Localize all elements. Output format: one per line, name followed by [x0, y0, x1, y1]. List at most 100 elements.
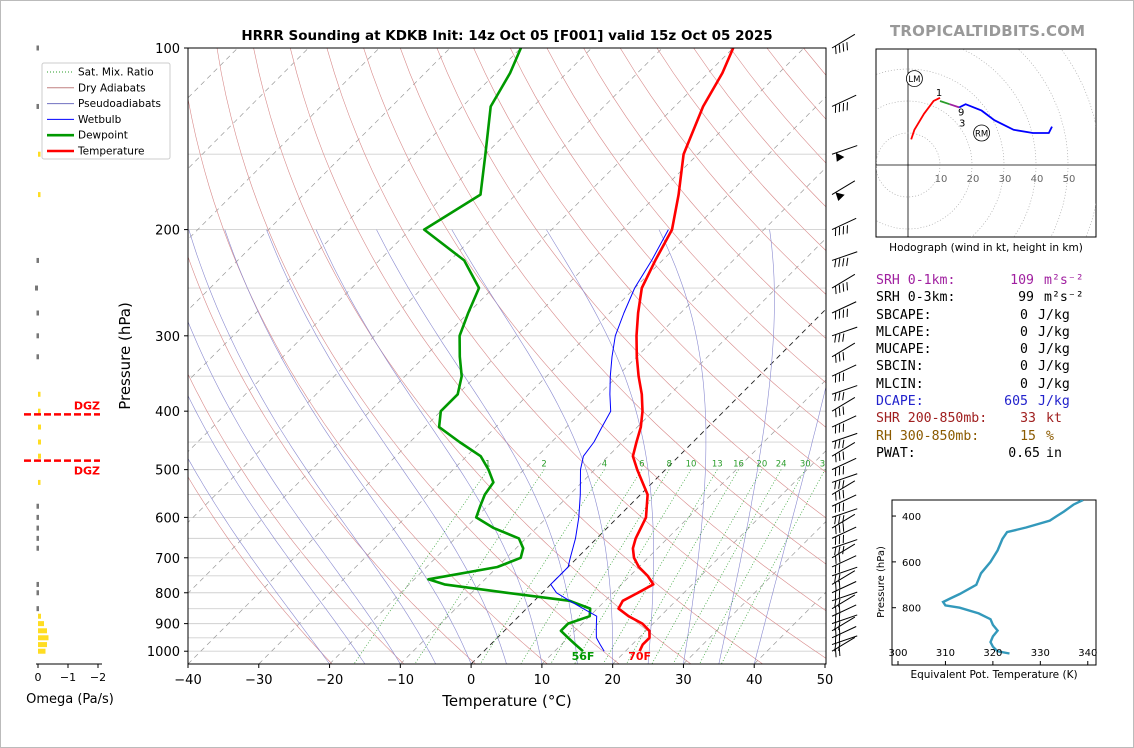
pressure-tick-label: 200 [155, 224, 180, 239]
pressure-tick-label: 400 [155, 405, 180, 420]
omega-bar [38, 439, 41, 445]
parameter-number: 0 [1020, 324, 1028, 340]
parameter-unit: J/kg [1038, 376, 1070, 392]
temp-tick-label: −10 [387, 673, 414, 688]
wind-barb [831, 326, 858, 343]
parameter-label: SBCAPE: [876, 307, 932, 323]
pseudoadiabat [546, 229, 654, 664]
mixing-ratio-line [550, 469, 670, 664]
omega-bar [38, 642, 47, 648]
surface-temp-label: 70F [628, 650, 651, 663]
parameter-value: 0 [1020, 376, 1028, 393]
hodo-height-label: 3 [959, 118, 965, 129]
omega-tick-label: −2 [90, 671, 106, 684]
pseudoadiabat [188, 394, 366, 664]
wind-barb [831, 480, 856, 501]
dgz-label: DGZ [74, 399, 100, 412]
hodo-ring-label: 20 [967, 174, 980, 185]
omega-bar [36, 503, 39, 509]
skewt-x-label: Temperature (°C) [441, 692, 571, 710]
mixing-ratio-label: 4 [602, 460, 607, 470]
legend-entry-label: Pseudoadiabats [78, 98, 161, 110]
pseudoadiabat [718, 229, 775, 664]
dry-adiabat [188, 255, 476, 664]
omega-bar [38, 479, 41, 485]
isotherm-line [541, 379, 826, 664]
parameter-value: 0 [1020, 324, 1028, 341]
chart-title: HRRR Sounding at KDKB Init: 14z Oct 05 [… [241, 28, 772, 44]
mixing-ratio-label: 6 [639, 460, 644, 470]
isotherm-line [0, 48, 25, 664]
isotherm-line [188, 48, 592, 453]
dry-adiabat [436, 48, 826, 519]
omega-bar [38, 648, 46, 654]
isotherm-line [188, 48, 663, 523]
wind-barb [831, 442, 856, 463]
mixing-ratio-line [574, 469, 692, 664]
hodo-rm-marker [973, 124, 990, 142]
parameter-row: RH 300-850mb: 15% [876, 428, 1088, 445]
parameter-value: 109 [1010, 272, 1034, 289]
pseudoadiabat [224, 229, 472, 664]
hodo-ring-label: 50 [1063, 174, 1076, 185]
parameter-unit: m²s⁻² [1044, 273, 1084, 288]
hodo-rm-label: RM [975, 130, 988, 140]
parameter-label: SRH 0-3km: [876, 290, 956, 306]
pressure-tick-label: 800 [155, 587, 180, 602]
parameter-number: 15 [1020, 428, 1036, 444]
hodo-trace [958, 103, 1053, 134]
omega-tick-label: 0 [35, 671, 42, 684]
wind-barb [831, 594, 856, 615]
theta-e-x-tick-label: 300 [888, 648, 907, 659]
legend-entry-label: Wetbulb [78, 114, 122, 126]
omega-bar [36, 590, 39, 596]
wind-barb [831, 604, 857, 623]
omega-bar [38, 621, 44, 627]
omega-bar [38, 151, 41, 157]
pseudoadiabat [315, 229, 543, 664]
pressure-tick-label: 500 [155, 464, 180, 479]
pressure-tick-label: 300 [155, 330, 180, 345]
parameter-unit: J/kg [1038, 307, 1070, 323]
dry-adiabat [510, 48, 826, 428]
parameter-label: MLCAPE: [876, 324, 932, 340]
dry-adiabat [326, 48, 826, 659]
isotherm-line [612, 450, 826, 664]
omega-bar [38, 613, 41, 619]
dry-adiabat [363, 48, 826, 612]
omega-bar [38, 192, 41, 198]
mixing-ratio-label: 16 [733, 460, 744, 470]
dry-adiabat [583, 48, 826, 339]
hodo-ring [876, 68, 1005, 237]
wind-barb [831, 637, 856, 658]
parameter-label: RH 300-850mb: [876, 428, 980, 444]
parameter-label: PWAT: [876, 445, 916, 461]
parameter-row: SHR 200-850mb: 33 kt [876, 410, 1088, 427]
theta-e-x-tick-label: 330 [1031, 648, 1050, 659]
theta-e-x-label: Equivalent Pot. Temperature (K) [910, 669, 1077, 681]
wind-barb [831, 33, 856, 55]
parameter-value: 99 [1018, 289, 1034, 306]
theta-e-x-tick-label: 320 [983, 648, 1002, 659]
omega-panel: 0 −1 −2 Omega (Pa/s) DGZ DGZ [24, 45, 114, 707]
parameter-number: 0 [1020, 359, 1028, 375]
omega-bar [36, 606, 39, 612]
omega-bar [36, 525, 39, 531]
wind-barb [831, 494, 857, 513]
parameter-number: 0 [1020, 376, 1028, 392]
wind-barb [831, 180, 856, 201]
parameter-value: 0.65 [1008, 445, 1040, 462]
series-wetbulb [550, 229, 669, 652]
wind-barb [831, 342, 856, 363]
isotherm-line [400, 237, 826, 664]
parameter-number: 99 [1018, 290, 1034, 306]
temp-tick-label: 0 [467, 673, 475, 688]
temp-tick-label: 30 [675, 673, 692, 688]
parameter-value: 0 [1020, 341, 1028, 358]
mixing-ratio-line [353, 469, 489, 664]
parameter-row: SBCIN: 0 J/kg [876, 358, 1088, 375]
omega-bar [36, 310, 39, 316]
legend-entry-label: Dewpoint [78, 130, 128, 142]
wind-barb [831, 432, 858, 449]
omega-bar [38, 391, 41, 397]
